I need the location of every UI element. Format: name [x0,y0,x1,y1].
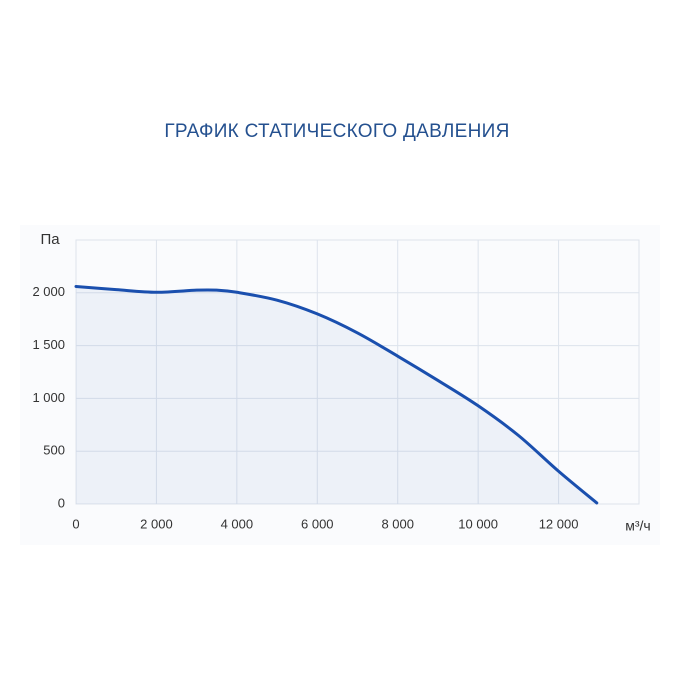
area-fill [76,286,597,504]
y-tick-label: 1 500 [32,337,65,352]
x-axis-label: м³/ч [625,518,650,534]
y-tick-label: 500 [43,443,65,458]
chart-title: ГРАФИК СТАТИЧЕСКОГО ДАВЛЕНИЯ [164,121,509,142]
y-tick-label: 1 000 [32,390,65,405]
x-tick-label: 6 000 [301,516,334,531]
x-tick-label: 10 000 [458,516,498,531]
x-tick-label: 0 [72,516,79,531]
x-tick-label: 8 000 [381,516,414,531]
x-tick-label: 12 000 [539,516,579,531]
x-tick-label: 4 000 [221,516,254,531]
chart-background [20,225,660,545]
x-tick-label: 2 000 [140,516,173,531]
line [74,284,599,505]
y-tick-label: 2 000 [32,284,65,299]
y-axis-label: Па [40,231,60,248]
y-tick-label: 0 [58,495,65,510]
